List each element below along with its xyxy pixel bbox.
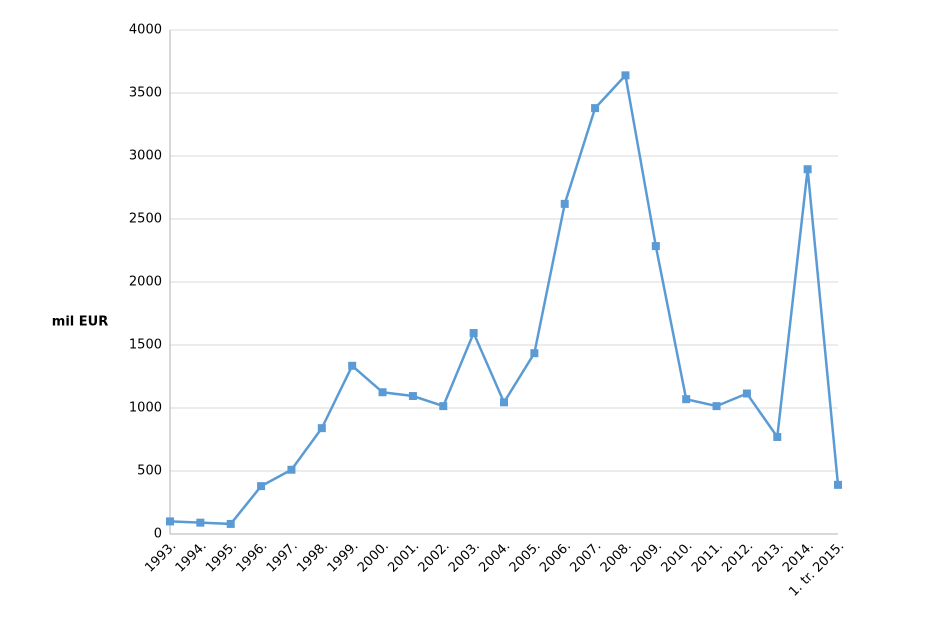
x-tick-label: 2007. [567,539,604,576]
x-tick-label: 1998. [294,539,331,576]
y-tick-label: 4000 [129,23,162,38]
data-point [287,465,296,474]
y-tick-label: 1500 [129,338,162,353]
x-tick-label: 2011. [689,539,726,576]
x-tick-label: 1997. [264,539,301,576]
data-point [651,242,660,251]
data-point [317,424,326,433]
data-point [166,517,174,526]
data-point [621,71,630,80]
data-point [257,482,266,491]
x-tick-label: 2013. [750,539,787,576]
y-tick-label: 0 [154,527,162,542]
y-tick-label: 3000 [129,149,162,164]
data-point [226,519,235,528]
data-point [408,392,417,401]
y-tick-label: 2000 [129,275,162,290]
y-tick-label: 1000 [129,401,162,416]
data-point [803,165,812,174]
data-point [348,361,357,370]
data-point [560,199,569,208]
x-tick-label: 1995. [203,539,240,576]
x-tick-label: 2009. [628,539,665,576]
data-point [742,389,751,398]
y-tick-label: 3500 [129,86,162,101]
x-tick-label: 2012. [719,539,756,576]
data-point [682,395,691,404]
x-tick-label: 2000. [355,539,392,576]
y-axis-label: mil EUR [52,315,108,330]
data-point [500,398,508,407]
x-tick-label: 2008. [598,539,635,576]
data-point [773,432,782,441]
y-tick-label: 2500 [129,212,162,227]
x-tick-label: 1994. [173,539,210,576]
data-point [196,518,205,527]
x-tick-label: 1999. [325,539,362,576]
data-point [591,104,600,113]
data-point [712,402,721,411]
data-point [439,402,448,411]
x-tick-label: 2005. [507,539,544,576]
x-tick-label: 2004. [476,539,513,576]
x-tick-label: 1993. [142,539,179,576]
data-point [530,349,539,358]
x-tick-label: 2010. [659,539,696,576]
data-line [169,72,840,526]
x-tick-label: 2006. [537,539,574,576]
x-tick-label: 2001. [385,539,422,576]
data-point [469,329,478,338]
x-tick-label: 2003. [446,539,483,576]
data-point [378,388,387,397]
y-tick-label: 500 [137,464,162,479]
x-tick-label: 2002. [416,539,453,576]
data-point [834,480,842,489]
x-tick-label: 1996. [233,539,270,576]
